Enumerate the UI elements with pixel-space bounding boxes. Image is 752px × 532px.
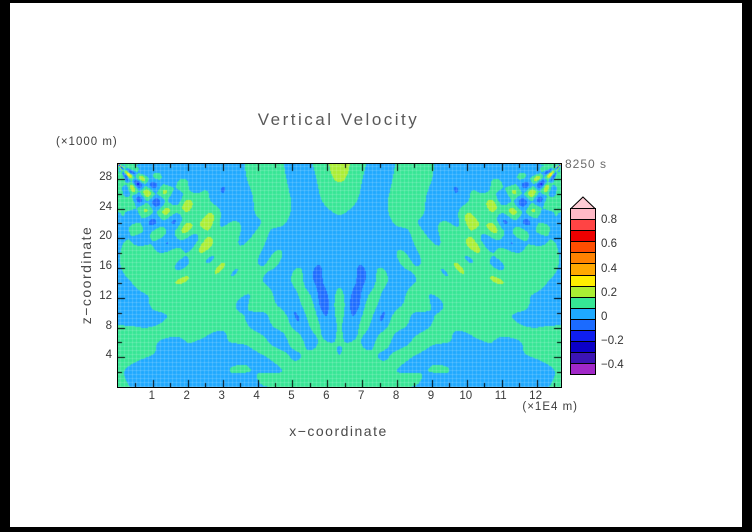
x-tick-label: 10 xyxy=(459,390,473,402)
colorbar-tick-label: 0.2 xyxy=(601,286,617,299)
colorbar xyxy=(570,196,596,376)
x-tick-label: 6 xyxy=(323,390,330,402)
colorbar-tick-label: −0.4 xyxy=(601,359,624,372)
x-tick-label: 1 xyxy=(148,390,156,402)
y-tick-label: 24 xyxy=(99,200,112,213)
x-tick-label: 3 xyxy=(218,390,225,402)
x-tick-label: 5 xyxy=(288,390,295,402)
colorbar-tick-label: 0.4 xyxy=(601,262,617,275)
colorbar-tick-label: 0.6 xyxy=(601,238,617,251)
x-axis-units-label: (×1E4 m) xyxy=(522,401,578,413)
x-tick-label: 7 xyxy=(357,390,365,402)
y-tick-label: 8 xyxy=(105,319,112,332)
time-stamp-label: 8250 s xyxy=(565,157,608,171)
frame-bottom-bar xyxy=(0,527,752,532)
x-tick-label: 11 xyxy=(494,390,507,402)
y-axis-units-label: (×1000 m) xyxy=(56,136,118,148)
y-tick-label: 28 xyxy=(99,170,112,183)
x-tick-label: 4 xyxy=(253,390,260,402)
colorbar-tick-label: 0 xyxy=(601,310,608,323)
x-axis-title: x−coordinate xyxy=(289,423,388,439)
y-tick-label: 4 xyxy=(105,349,112,362)
frame-right-bar xyxy=(742,0,752,532)
x-tick-label: 9 xyxy=(427,390,435,402)
frame-top-bar xyxy=(0,0,752,3)
colorbar-tick-label: 0.8 xyxy=(601,214,617,227)
contour-plot-canvas xyxy=(117,163,562,388)
page-title: Vertical Velocity xyxy=(257,110,420,129)
x-tick-label: 8 xyxy=(392,390,400,402)
x-tick-label: 12 xyxy=(529,390,542,402)
colorbar-segment xyxy=(570,363,596,376)
y-tick-label: 16 xyxy=(99,260,112,273)
colorbar-overflow-arrow-icon xyxy=(570,196,596,209)
y-tick-label: 20 xyxy=(99,230,112,243)
y-tick-label: 12 xyxy=(99,289,112,302)
x-tick-label: 2 xyxy=(183,390,190,402)
colorbar-tick-label: −0.2 xyxy=(601,335,624,348)
frame-left-bar xyxy=(0,0,10,532)
